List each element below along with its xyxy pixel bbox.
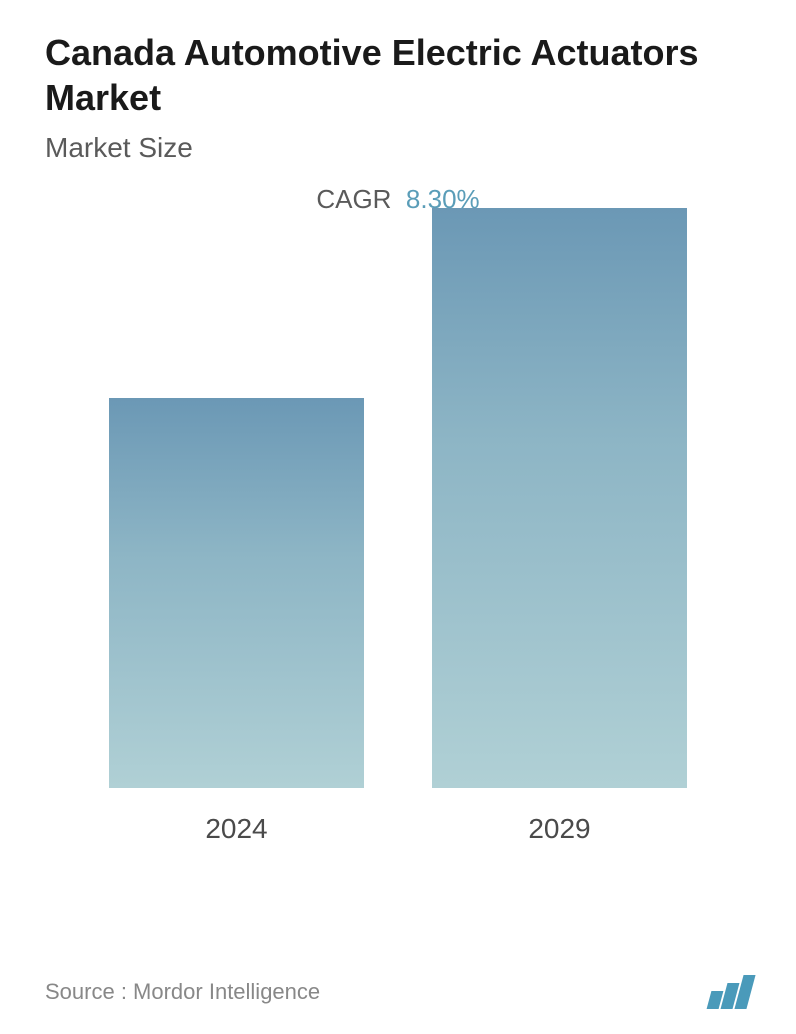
bar-label-2029: 2029 [528,813,590,845]
chart-title: Canada Automotive Electric Actuators Mar… [45,30,751,120]
chart-subtitle: Market Size [45,132,751,164]
bar-2024 [109,398,364,788]
cagr-label: CAGR [316,184,391,214]
chart-area: 2024 2029 [45,265,751,845]
bar-group-2024: 2024 [97,398,377,845]
bar-2029 [432,208,687,788]
source-text: Source : Mordor Intelligence [45,979,320,1005]
bar-group-2029: 2029 [420,208,700,845]
footer: Source : Mordor Intelligence [45,975,751,1009]
bar-label-2024: 2024 [205,813,267,845]
logo-icon [709,975,751,1009]
